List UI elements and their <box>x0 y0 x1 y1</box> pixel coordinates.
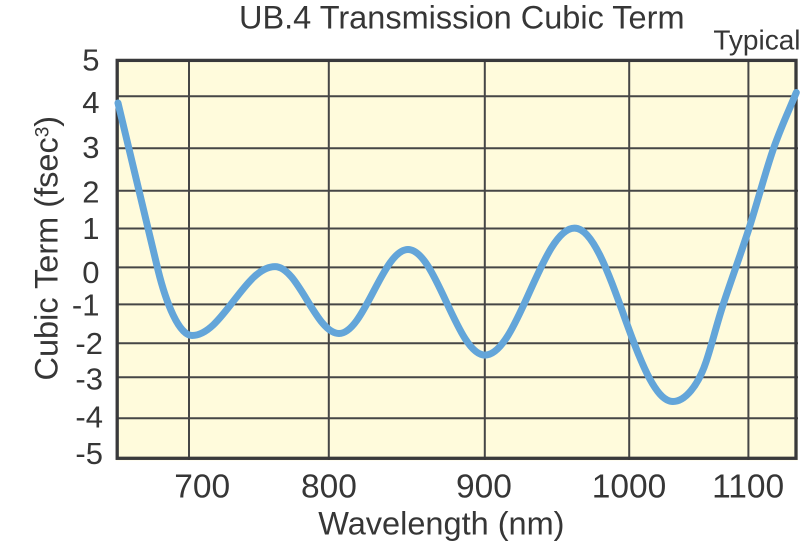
svg-text:1100: 1100 <box>712 468 784 505</box>
svg-text:0: 0 <box>82 255 99 290</box>
svg-text:3: 3 <box>82 130 99 165</box>
svg-text:5: 5 <box>82 42 99 77</box>
svg-text:-5: -5 <box>75 436 103 471</box>
svg-text:700: 700 <box>174 468 230 505</box>
svg-text:900: 900 <box>456 468 512 505</box>
svg-text:-1: -1 <box>72 288 100 323</box>
svg-text:1000: 1000 <box>592 468 667 505</box>
svg-text:Typical: Typical <box>713 24 800 55</box>
svg-text:4: 4 <box>82 85 99 120</box>
svg-text:800: 800 <box>301 468 357 505</box>
svg-text:2: 2 <box>82 174 99 209</box>
svg-text:-4: -4 <box>75 400 103 435</box>
svg-text:Wavelength (nm): Wavelength (nm) <box>318 505 564 541</box>
svg-text:-3: -3 <box>75 362 103 397</box>
svg-text:UB.4 Transmission Cubic Term: UB.4 Transmission Cubic Term <box>239 0 685 36</box>
svg-text:-2: -2 <box>75 326 103 361</box>
svg-text:1: 1 <box>82 211 99 246</box>
svg-text:Cubic Term (fsec3): Cubic Term (fsec3) <box>29 116 65 381</box>
